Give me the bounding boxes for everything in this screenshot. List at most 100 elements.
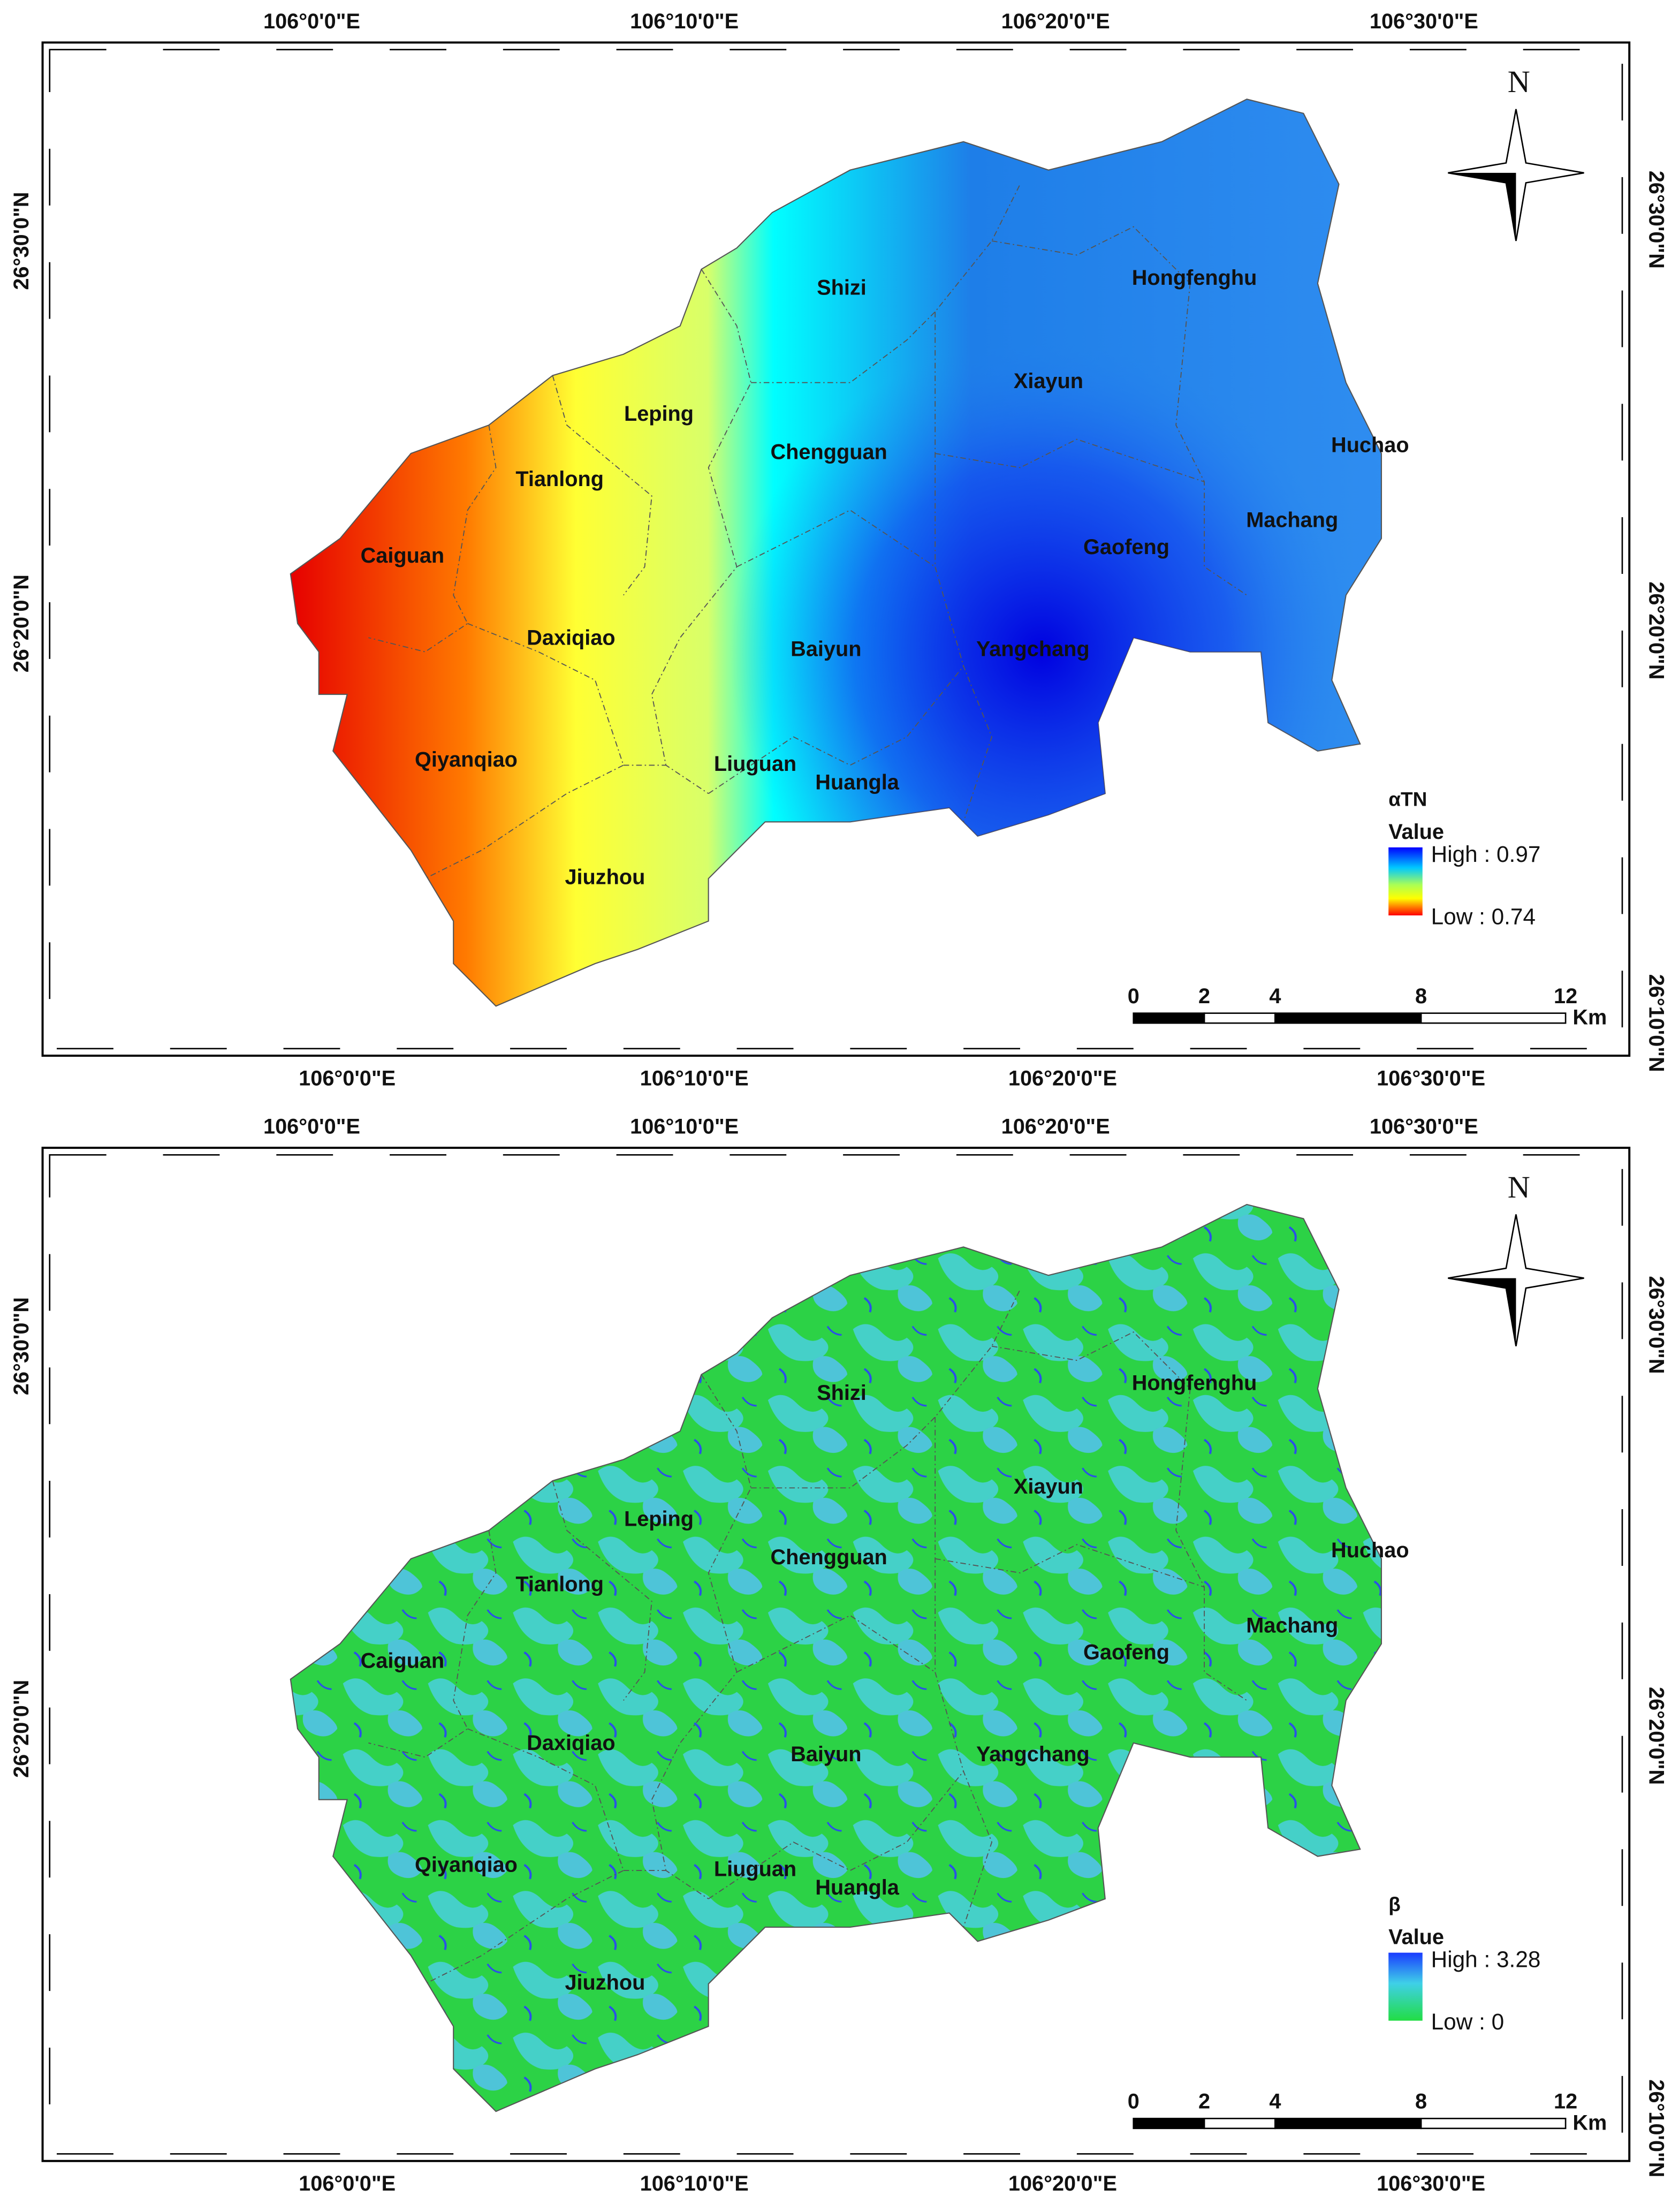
latitude-label: 26°30'0"N <box>10 1297 33 1395</box>
place-label: Liuguan <box>714 752 796 776</box>
place-label: Leping <box>624 1508 694 1531</box>
scale-tick-label: 4 <box>1269 984 1281 1008</box>
town-border <box>751 1289 1021 1489</box>
place-label: Caiguan <box>361 1649 445 1672</box>
latitude-label: 26°10'0"N <box>1644 2079 1668 2177</box>
town-border <box>708 1771 964 1899</box>
latitude-label: 26°20'0"N <box>10 574 33 672</box>
map-frame <box>41 1147 1631 2162</box>
town-border <box>935 1544 1205 1588</box>
place-label: Huchao <box>1331 433 1409 457</box>
north-arrow-shade <box>1448 109 1584 241</box>
place-label: Baiyun <box>791 637 861 661</box>
legend-colorbar <box>1388 847 1423 915</box>
place-label: Chengguan <box>771 1546 887 1569</box>
scale-tick-label: 4 <box>1269 2090 1281 2113</box>
scale-tick-label: 12 <box>1554 984 1577 1008</box>
scale-bar-segment <box>1133 1012 1205 1024</box>
legend-high: High : 3.28 <box>1431 1947 1541 1972</box>
place-label: Qiyanqiao <box>415 748 518 771</box>
town-border <box>751 184 1021 383</box>
longitude-label: 106°30'0"E <box>1370 10 1478 33</box>
place-label: Baiyun <box>791 1743 861 1766</box>
place-label: Hongfenghu <box>1132 266 1257 290</box>
longitude-label: 106°20'0"E <box>1001 10 1110 33</box>
latitude-label: 26°20'0"N <box>1644 1687 1668 1785</box>
scale-tick-label: 8 <box>1415 984 1427 1008</box>
county-area <box>290 1203 1382 2112</box>
scale-tick-label: 12 <box>1554 2090 1577 2113</box>
north-label: N <box>1508 1170 1530 1205</box>
place-label: Leping <box>624 402 694 426</box>
place-label: Jiuzhou <box>565 1971 645 1994</box>
town-border <box>368 1530 497 1758</box>
legend-high: High : 0.97 <box>1431 842 1541 867</box>
latitude-label: 26°20'0"N <box>10 1680 33 1778</box>
longitude-label: 106°0'0"E <box>299 1067 396 1090</box>
scale-unit: Km <box>1572 2111 1607 2134</box>
place-label: Hongfenghu <box>1132 1372 1257 1395</box>
place-label: Chengguan <box>771 441 887 464</box>
place-label: Jiuzhou <box>565 866 645 889</box>
town-border <box>552 1480 652 1701</box>
town-border <box>736 509 936 567</box>
scale-bar-segment <box>1274 2117 1422 2130</box>
place-label: Machang <box>1246 509 1338 532</box>
latitude-label: 26°10'0"N <box>1644 974 1668 1072</box>
scale-tick-label: 2 <box>1198 2090 1210 2113</box>
town-border <box>935 1417 993 1928</box>
place-label: Tianlong <box>515 1573 604 1596</box>
map-panel: Shizi Hongfenghu Xiayun Leping Chengguan Huch… <box>10 10 1668 1090</box>
north-label: N <box>1508 64 1530 99</box>
scale-bar-segment <box>1274 1012 1422 1024</box>
place-label: Gaofeng <box>1083 535 1169 559</box>
place-label: Xiayun <box>1014 369 1083 393</box>
longitude-label: 106°30'0"E <box>1370 1115 1478 1139</box>
latitude-label: 26°30'0"N <box>1644 171 1668 269</box>
place-label: Yangchang <box>976 1743 1090 1766</box>
longitude-label: 106°10'0"E <box>630 1115 739 1139</box>
longitude-label: 106°20'0"E <box>1008 1067 1117 1090</box>
north-arrow-shade <box>1448 1214 1584 1346</box>
town-border <box>736 1615 936 1673</box>
town-border <box>935 312 993 822</box>
longitude-label: 106°20'0"E <box>1008 2172 1117 2195</box>
town-border <box>991 1331 1248 1701</box>
place-label: Liuguan <box>714 1858 796 1881</box>
place-label: Xiayun <box>1014 1475 1083 1498</box>
place-label: Caiguan <box>361 544 445 567</box>
place-label: Qiyanqiao <box>415 1853 518 1877</box>
scale-unit: Km <box>1572 1006 1607 1029</box>
latitude-label: 26°20'0"N <box>1644 581 1668 679</box>
town-border <box>991 226 1248 596</box>
place-label: Huangla <box>815 1876 899 1899</box>
place-label: Shizi <box>817 1381 867 1405</box>
legend-value-label: Value <box>1388 1926 1444 1949</box>
place-label: Huangla <box>815 770 899 794</box>
place-label: Yangchang <box>976 637 1090 661</box>
legend-title: β <box>1388 1893 1401 1915</box>
map-panel: Shizi Hongfenghu Xiayun Leping Chengguan Huch… <box>10 1115 1668 2196</box>
town-border <box>552 375 652 596</box>
scale-bar-segment <box>1133 2117 1205 2130</box>
place-label: Tianlong <box>515 467 604 491</box>
longitude-label: 106°10'0"E <box>640 1067 749 1090</box>
town-border <box>708 665 964 794</box>
place-label: Shizi <box>817 276 867 299</box>
legend-low: Low : 0.74 <box>1431 904 1536 929</box>
longitude-label: 106°10'0"E <box>640 2172 749 2195</box>
place-label: Gaofeng <box>1083 1641 1169 1664</box>
longitude-label: 106°0'0"E <box>263 10 360 33</box>
scale-tick-label: 2 <box>1198 984 1210 1008</box>
place-label: Huchao <box>1331 1539 1409 1562</box>
town-border <box>935 438 1205 482</box>
longitude-label: 106°30'0"E <box>1377 1067 1485 1090</box>
legend-title: αTN <box>1388 787 1427 810</box>
longitude-label: 106°10'0"E <box>630 10 739 33</box>
legend-low: Low : 0 <box>1431 2009 1505 2034</box>
scale-bar-segment <box>1420 1012 1567 1024</box>
place-label: Daxiqiao <box>527 1731 615 1755</box>
scale-bar-segment <box>1420 2117 1567 2130</box>
